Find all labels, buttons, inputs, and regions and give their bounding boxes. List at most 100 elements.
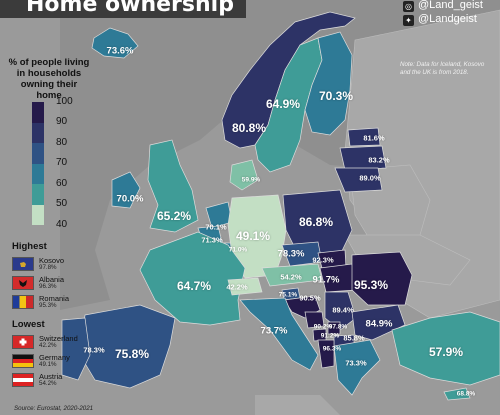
country-value-slovakia: 92.3% — [312, 255, 334, 265]
highest-value: 95.3% — [39, 302, 57, 309]
country-value-slovenia: 75.1% — [278, 291, 298, 299]
country-italy — [239, 297, 319, 371]
legend-swatch-50-60 — [32, 184, 44, 205]
country-value-portugal: 78.3% — [83, 345, 105, 355]
country-denmark — [229, 159, 259, 191]
country-albania — [317, 339, 335, 369]
country-value-finland: 70.3% — [318, 89, 354, 103]
legend-tick: 40 — [56, 219, 68, 230]
highest-country: Albania — [39, 275, 65, 284]
instagram-handle-text: @Land_geist — [418, 0, 483, 11]
lowest-country: Switzerland — [39, 334, 78, 343]
country-value-kosovo: 97.8% — [328, 323, 348, 331]
austria-flag — [12, 373, 34, 387]
country-value-croatia: 90.5% — [299, 293, 321, 303]
country-value-sweden: 64.9% — [265, 97, 301, 111]
country-value-north-macedonia: 85.8% — [343, 333, 365, 343]
legend-swatch-90-100 — [32, 102, 44, 123]
albania-flag — [12, 276, 34, 290]
highest-country: Kosovo — [39, 256, 65, 265]
country-value-czechia: 78.3% — [277, 248, 305, 260]
legend-tick: 50 — [56, 198, 68, 209]
lowest-country: Austria — [39, 372, 63, 381]
country-value-luxembourg: 71.0% — [228, 246, 248, 254]
legend-tick: 100 — [56, 96, 73, 107]
country-france — [139, 231, 246, 326]
country-lithuania — [334, 167, 383, 193]
highest-value: 96.3% — [39, 283, 57, 290]
map-title: Home ownership — [0, 0, 246, 18]
instagram-icon: ◎ — [403, 1, 414, 12]
legend-tick: 60 — [56, 178, 68, 189]
country-value-romania: 95.3% — [353, 278, 389, 292]
country-value-iceland: 73.6% — [106, 45, 134, 57]
country-value-serbia: 89.4% — [332, 305, 354, 315]
legend-swatch-70-80 — [32, 143, 44, 164]
country-romania — [351, 251, 413, 306]
source-note: Source: Eurostat, 2020-2021 — [14, 405, 94, 412]
country-finland — [304, 31, 353, 136]
country-value-greece: 73.3% — [345, 358, 367, 368]
country-value-spain: 75.8% — [114, 347, 150, 361]
data-note: Note: Data for Iceland, Kosovo and the U… — [400, 61, 485, 76]
country-bulgaria — [351, 304, 406, 341]
country-value-latvia: 83.2% — [368, 155, 390, 165]
legend-swatch-60-70 — [32, 163, 44, 184]
country-value-poland: 86.8% — [298, 215, 334, 229]
twitter-handle-text: @Landgeist — [418, 13, 477, 25]
country-value-cyprus: 68.8% — [456, 390, 476, 398]
country-ireland — [111, 171, 141, 209]
lowest-heading: Lowest — [12, 319, 45, 330]
country-value-albania: 96.3% — [322, 345, 342, 353]
legend-tick: 90 — [56, 116, 68, 127]
country-value-austria: 54.2% — [280, 272, 302, 282]
country-value-lithuania: 89.0% — [359, 173, 381, 183]
country-greece — [333, 339, 381, 396]
country-value-france: 64.7% — [176, 279, 212, 293]
lowest-value: 42.2% — [39, 342, 57, 349]
legend-swatch-80-90 — [32, 122, 44, 143]
romania-flag — [12, 295, 34, 309]
country-value-belgium: 71.3% — [201, 235, 223, 245]
twitter-icon: ✦ — [403, 15, 414, 26]
country-value-netherlands: 70.1% — [205, 222, 227, 232]
country-value-turkey: 57.9% — [428, 345, 464, 359]
twitter-handle[interactable]: ✦ @Landgeist — [403, 13, 477, 26]
switzerland-flag — [12, 335, 34, 349]
country-value-italy: 73.7% — [260, 325, 288, 337]
country-value-denmark: 59.9% — [241, 176, 261, 184]
country-value-montenegro: 91.2% — [320, 332, 340, 340]
country-value-estonia: 81.6% — [363, 133, 385, 143]
country-kosovo — [327, 321, 341, 335]
legend-tick: 70 — [56, 157, 68, 168]
country-bosnia — [304, 311, 325, 329]
country-cyprus — [443, 387, 471, 401]
lowest-country: Germany — [39, 353, 70, 362]
country-switzerland — [227, 277, 263, 296]
kosovo-flag — [12, 257, 34, 271]
lowest-value: 49.1% — [39, 361, 57, 368]
country-value-hungary: 91.7% — [312, 274, 340, 286]
country-iceland — [91, 27, 139, 59]
country-value-bosnia: 90.2% — [313, 323, 333, 331]
country-serbia — [324, 291, 357, 331]
highest-value: 97.8% — [39, 264, 57, 271]
country-estonia — [347, 127, 381, 147]
country-austria — [261, 263, 323, 287]
legend-swatch-40-50 — [32, 204, 44, 225]
country-latvia — [339, 145, 387, 171]
instagram-handle[interactable]: ◎ @Land_geist — [403, 0, 483, 12]
country-value-united-kingdom: 65.2% — [156, 209, 192, 223]
lowest-value: 54.2% — [39, 380, 57, 387]
country-portugal — [61, 317, 91, 381]
country-value-bulgaria: 84.9% — [365, 318, 393, 330]
country-value-germany: 49.1% — [235, 229, 271, 243]
legend-tick: 80 — [56, 137, 68, 148]
country-turkey — [391, 311, 500, 386]
country-united-kingdom — [147, 139, 199, 233]
country-value-norway: 80.8% — [231, 121, 267, 135]
country-value-ireland: 70.0% — [116, 193, 144, 205]
highest-heading: Highest — [12, 241, 47, 252]
highest-country: Romania — [39, 294, 70, 303]
